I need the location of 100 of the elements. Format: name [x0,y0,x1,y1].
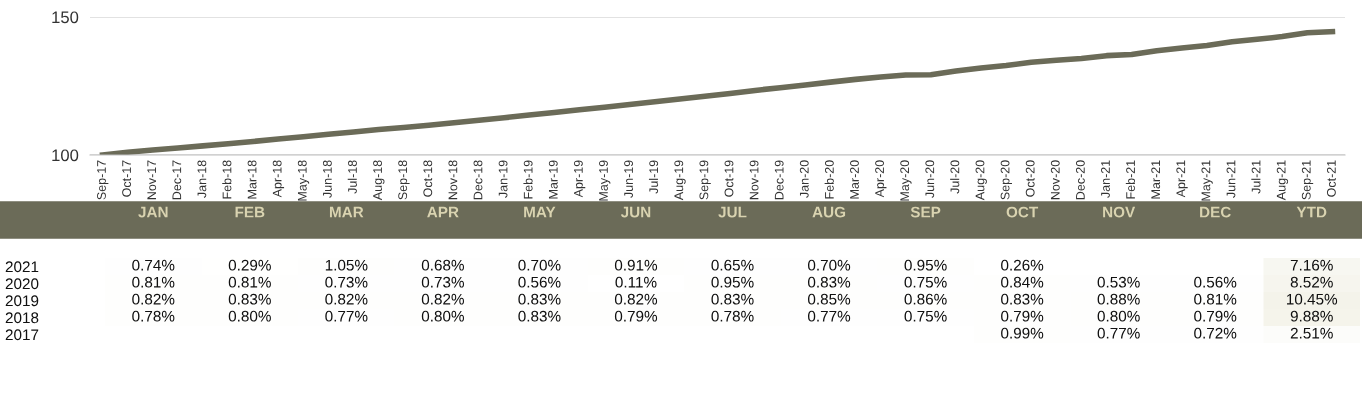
x-tick-label: DEC [1200,206,1231,218]
x-tick-label: Apr-18 [272,160,285,198]
x-tick-label: May-20 [900,160,912,201]
x-tick-label: Dec-18 [473,160,483,200]
data-label: 0.80% [1097,310,1140,322]
data-label: 0.99% [1001,327,1044,339]
data-label: 0.85% [807,293,851,305]
data-label: 0.68% [421,259,464,271]
data-label: 0.53% [1097,276,1140,288]
x-tick-label: Feb-18 [222,160,232,199]
data-label: 0.77% [807,310,851,322]
x-tick-label: Jul-20 [950,160,960,194]
data-label: 0.81% [132,276,175,288]
x-tick-label: Apr-20 [875,160,887,198]
x-tick-label: OCT [1006,206,1039,218]
x-tick-label: AUG [812,206,846,218]
x-tick-label: Mar-20 [850,160,859,199]
y-tick-label: 150 [52,11,79,24]
x-tick-label: Feb-20 [824,160,834,199]
x-tick-label: Nov-18 [448,160,458,200]
data-label: 0.77% [1097,327,1140,339]
x-tick-label: Sep-20 [1000,160,1012,200]
x-tick-label: Jul-19 [648,160,659,194]
y-tick-label: 2021 [5,261,39,273]
data-label: 0.79% [1001,310,1044,322]
x-tick-label: Oct-19 [724,160,734,197]
data-label: 0.81% [228,276,271,288]
data-label: 0.91% [614,259,658,271]
data-label: 0.70% [807,259,851,271]
x-tick-label: Nov-17 [147,160,157,200]
data-label: 0.88% [1097,293,1140,305]
x-tick-label: Jun-19 [624,160,634,198]
x-tick-label: Sep-17 [97,160,109,200]
data-label: 0.80% [421,310,464,322]
x-tick-label: Jan-18 [197,160,207,198]
data-label: 0.95% [904,259,947,271]
x-tick-label: JUN [620,206,651,218]
data-label: 0.56% [1194,276,1237,288]
x-tick-label: JUL [718,206,747,218]
data-label: 0.73% [421,276,464,288]
data-label: 1.05% [325,259,368,271]
x-tick-label: Aug-19 [674,160,686,201]
x-tick-label: Jun-18 [322,160,332,198]
data-label: 0.26% [1001,259,1044,271]
data-label: 0.82% [325,293,368,305]
x-tick-label: NOV [1103,206,1136,218]
x-tick-label: Aug-20 [975,160,987,201]
x-tick-label: Sep-21 [1301,160,1314,200]
data-label: 0.81% [1194,293,1237,305]
data-label: 0.11% [615,276,657,288]
data-label: 0.82% [614,293,658,305]
data-label: 0.83% [228,293,271,305]
x-tick-label: Oct-21 [1326,160,1336,197]
x-tick-label: Dec-19 [774,160,784,200]
x-tick-label: Jul-21 [1251,160,1261,194]
data-label: 9.88% [1290,310,1333,322]
x-tick-label: MAR [329,206,364,218]
data-label: 0.74% [132,259,175,271]
x-tick-label: MAY [524,206,556,218]
x-tick-label: May-18 [297,160,310,201]
x-tick-label: Jul-18 [347,160,357,194]
x-tick-label: May-19 [599,160,611,201]
x-tick-label: YTD [1296,206,1327,218]
data-label: 0.83% [518,310,561,322]
x-tick-label: Jun-21 [1226,160,1236,198]
x-tick-label: Nov-20 [1050,160,1060,200]
x-tick-label: Oct-17 [122,160,132,197]
data-label: 0.73% [325,276,368,288]
x-tick-label: Jan-19 [498,160,508,198]
data-label: 0.83% [711,293,754,305]
data-label: 0.65% [711,259,754,271]
data-label: 2.51% [1290,327,1333,339]
x-tick-label: Aug-21 [1276,160,1289,201]
x-tick-label: Sep-19 [699,160,711,200]
data-label: 0.29% [228,259,271,271]
data-label: 0.78% [711,310,754,322]
x-tick-label: Nov-19 [749,160,759,200]
data-label: 0.80% [228,310,271,322]
data-label: 0.86% [904,293,947,305]
x-tick-label: Oct-20 [1025,160,1035,197]
data-label: 0.84% [1001,276,1044,288]
data-label: 0.95% [711,276,754,288]
data-label: 0.82% [421,293,464,305]
data-label: 0.83% [807,276,851,288]
data-label: 0.77% [325,310,368,322]
data-label: 0.82% [132,293,175,305]
x-tick-label: FEB [235,206,265,218]
data-label: 0.56% [518,276,561,288]
data-label: 0.75% [904,310,947,322]
x-tick-label: Dec-17 [172,160,182,200]
x-tick-label: Mar-18 [247,160,257,199]
data-label: 7.16% [1290,259,1333,271]
x-tick-label: Mar-19 [548,160,558,199]
y-tick-label: 100 [52,149,79,162]
data-label: 0.70% [518,259,561,271]
x-tick-label: Sep-18 [398,160,410,200]
data-label: 0.83% [518,293,561,305]
x-tick-label: Jun-20 [925,160,935,198]
x-tick-label: Apr-19 [573,160,586,198]
x-tick-label: Mar-21 [1151,160,1161,199]
